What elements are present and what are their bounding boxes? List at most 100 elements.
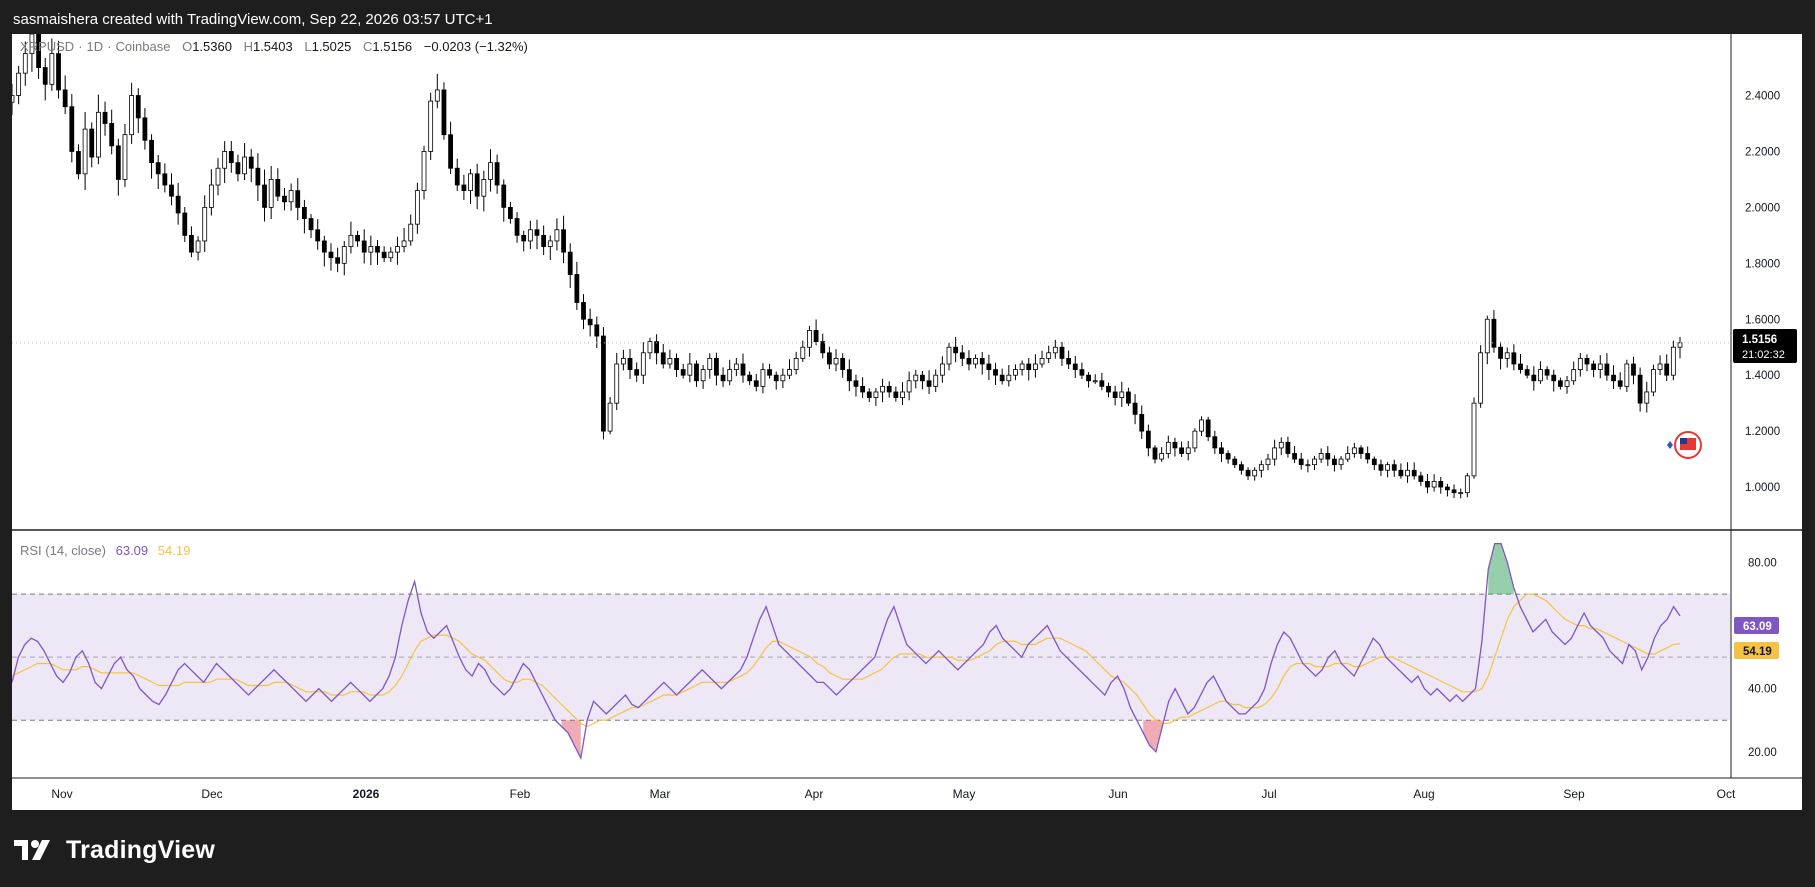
candle bbox=[182, 207, 188, 242]
candle bbox=[1438, 476, 1444, 494]
candle bbox=[846, 359, 852, 392]
symbol-legend[interactable]: XRPUSD · 1D · Coinbase O1.5360 H1.5403 L1.50… bbox=[20, 39, 528, 54]
attribution-bar: sasmaishera created with TradingView.com… bbox=[0, 0, 1815, 34]
candle bbox=[288, 183, 294, 211]
price-axis-label: 1.8000 bbox=[1745, 258, 1780, 270]
legend-symbol: XRPUSD bbox=[20, 39, 74, 54]
candle bbox=[1657, 355, 1663, 376]
candle bbox=[521, 230, 527, 252]
price-axis-label: 1.0000 bbox=[1745, 482, 1780, 494]
candle bbox=[1106, 382, 1111, 398]
candle bbox=[302, 199, 307, 234]
candle bbox=[468, 168, 473, 204]
candle bbox=[1391, 459, 1397, 477]
candle bbox=[1351, 442, 1357, 458]
candle bbox=[973, 354, 978, 369]
candle bbox=[501, 179, 507, 222]
candle bbox=[361, 229, 367, 264]
candle bbox=[541, 225, 547, 256]
candle bbox=[1265, 453, 1271, 471]
candle bbox=[1577, 353, 1583, 377]
candle bbox=[1571, 361, 1577, 385]
candle bbox=[1471, 397, 1477, 479]
candle bbox=[1597, 355, 1603, 379]
candle bbox=[1371, 456, 1377, 471]
candle bbox=[1232, 456, 1238, 468]
legend-low: 1.5025 bbox=[312, 39, 352, 54]
price-axis[interactable]: 2.4000 2.2000 2.0000 1.8000 1.6000 1.4000 1.20… bbox=[1745, 91, 1780, 495]
candle bbox=[242, 143, 247, 181]
tradingview-logo[interactable]: TradingView bbox=[14, 826, 215, 874]
candle bbox=[760, 363, 766, 394]
candle bbox=[129, 82, 135, 144]
candle bbox=[1345, 446, 1351, 462]
candle bbox=[1013, 364, 1018, 381]
candle bbox=[561, 215, 566, 264]
candle bbox=[36, 34, 41, 79]
legend-open: 1.5360 bbox=[192, 39, 232, 54]
time-axis-label: Jul bbox=[1261, 787, 1276, 801]
price-axis-label: 2.0000 bbox=[1745, 202, 1780, 214]
candle bbox=[787, 359, 792, 380]
candle bbox=[933, 369, 939, 392]
candle bbox=[1132, 394, 1138, 425]
candles bbox=[12, 34, 1683, 499]
candle bbox=[1617, 372, 1623, 390]
candle bbox=[1431, 474, 1437, 492]
candle bbox=[986, 354, 992, 381]
candle bbox=[959, 345, 965, 366]
candle bbox=[1365, 446, 1371, 464]
tradingview-logo-icon bbox=[14, 840, 50, 860]
candle bbox=[727, 359, 733, 386]
time-axis-label: Nov bbox=[51, 787, 72, 801]
candle bbox=[860, 377, 866, 399]
candle bbox=[95, 94, 101, 165]
candle bbox=[308, 214, 314, 238]
price-pane[interactable] bbox=[12, 34, 1730, 499]
candle bbox=[966, 350, 972, 371]
rsi-axis[interactable]: 80.00 40.00 20.00 bbox=[1748, 558, 1777, 759]
candle bbox=[873, 387, 879, 406]
candle bbox=[1418, 471, 1424, 486]
tradingview-wordmark: TradingView bbox=[66, 835, 216, 864]
candle bbox=[1066, 350, 1072, 369]
candle bbox=[268, 165, 274, 220]
candle bbox=[195, 236, 201, 261]
candle bbox=[1338, 455, 1344, 470]
candle bbox=[1079, 362, 1085, 380]
candle bbox=[102, 101, 108, 136]
candle bbox=[42, 57, 48, 101]
candle bbox=[1285, 436, 1291, 458]
candle bbox=[514, 212, 520, 243]
candle bbox=[1651, 364, 1656, 397]
flag-badge-icon[interactable] bbox=[1667, 431, 1702, 459]
candle bbox=[115, 138, 121, 196]
candle bbox=[488, 149, 493, 192]
candle bbox=[381, 246, 387, 263]
svg-text:63.09: 63.09 bbox=[1743, 621, 1772, 633]
candle bbox=[1531, 366, 1537, 391]
candle bbox=[1398, 463, 1404, 479]
candle bbox=[69, 94, 75, 163]
time-axis-label: May bbox=[953, 787, 976, 801]
candle bbox=[494, 154, 500, 194]
bar-countdown: 21:02:32 bbox=[1742, 349, 1785, 361]
candle bbox=[355, 230, 360, 247]
candle bbox=[1631, 356, 1636, 385]
chart-canvas[interactable]: 2.4000 2.2000 2.0000 1.8000 1.6000 1.4000 1.20… bbox=[12, 34, 1802, 810]
candle bbox=[647, 337, 653, 360]
candle bbox=[335, 247, 341, 273]
candle bbox=[853, 374, 859, 397]
candle bbox=[1644, 381, 1650, 413]
candle bbox=[993, 362, 998, 386]
candle bbox=[255, 153, 261, 201]
candle bbox=[1298, 452, 1304, 470]
candle bbox=[228, 140, 234, 173]
rsi-pane[interactable]: RSI (14, close) 63.09 54.19 bbox=[12, 542, 1730, 761]
candle bbox=[1046, 345, 1052, 363]
candle bbox=[1677, 336, 1683, 359]
candle bbox=[813, 319, 819, 346]
time-axis[interactable]: Nov Dec 2026 Feb Mar Apr May Jun Jul Aug Sep Oct bbox=[51, 787, 1736, 801]
candle bbox=[720, 367, 726, 387]
candle bbox=[1624, 359, 1630, 392]
